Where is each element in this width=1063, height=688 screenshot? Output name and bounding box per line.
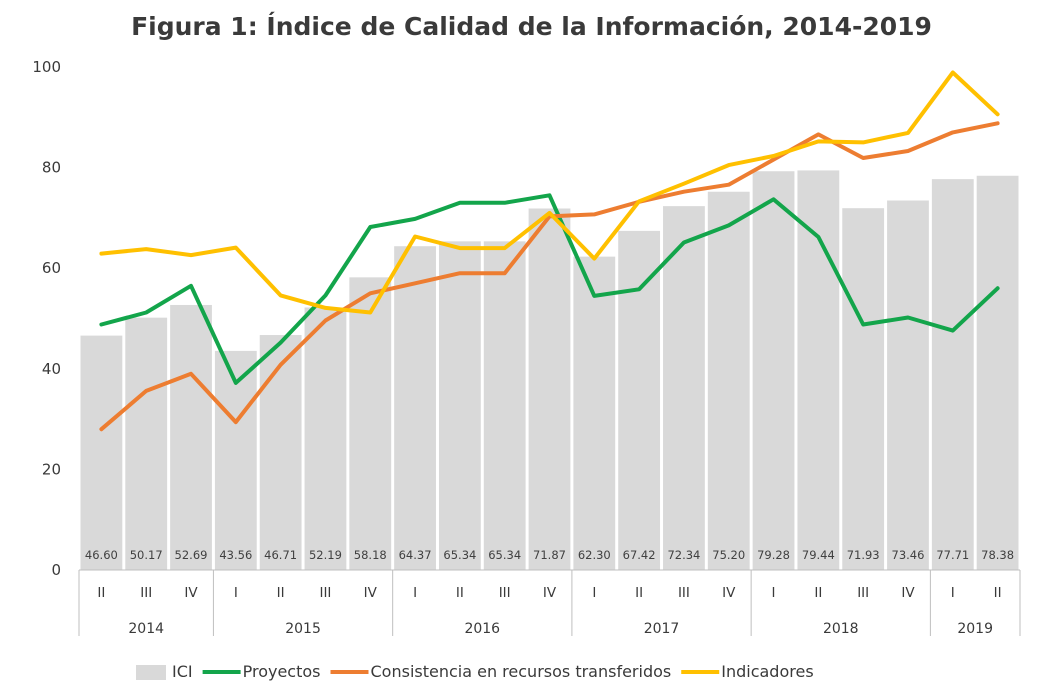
bar-ici-5 [304, 307, 347, 570]
bar-ici-3 [214, 350, 257, 570]
x-tick-18: IV [901, 585, 915, 601]
bar-ici-17 [842, 208, 885, 571]
bar-label-14: 75.20 [712, 548, 745, 562]
legend-label-1: Proyectos [243, 662, 321, 681]
y-tick-4: 80 [42, 159, 61, 177]
x-tick-3: I [234, 585, 238, 601]
x-tick-13: III [678, 585, 690, 601]
year-label-1: 2015 [285, 621, 321, 637]
x-tick-11: I [592, 585, 596, 601]
x-tick-5: III [319, 585, 331, 601]
bar-ici-11 [573, 256, 616, 570]
legend-label-3: Indicadores [721, 662, 813, 681]
bar-label-4: 46.71 [264, 548, 297, 562]
bar-ici-8 [438, 241, 481, 571]
year-label-2: 2016 [464, 621, 500, 637]
bar-label-6: 58.18 [354, 548, 387, 562]
x-tick-0: II [97, 585, 105, 601]
y-tick-3: 60 [42, 259, 61, 277]
x-tick-7: I [413, 585, 417, 601]
y-tick-1: 20 [42, 460, 61, 478]
chart-title: Figura 1: Índice de Calidad de la Inform… [131, 12, 932, 41]
x-tick-19: I [951, 585, 955, 601]
bar-label-15: 79.28 [757, 548, 790, 562]
bar-ici-10 [528, 208, 571, 570]
y-tick-5: 100 [32, 58, 61, 76]
bar-label-12: 67.42 [623, 548, 656, 562]
bar-label-20: 78.38 [981, 548, 1014, 562]
bar-ici-7 [394, 246, 436, 570]
bar-label-19: 77.71 [936, 548, 969, 562]
x-tick-10: IV [543, 585, 557, 601]
bar-label-7: 64.37 [399, 548, 432, 562]
legend-label-0: ICI [172, 662, 193, 681]
bar-label-9: 65.34 [488, 548, 521, 562]
lines-layer [99, 70, 1000, 432]
bar-ici-9 [483, 241, 526, 571]
y-tick-2: 40 [42, 360, 61, 378]
bar-ici-13 [663, 206, 705, 570]
bar-label-10: 71.87 [533, 548, 566, 562]
bar-ici-2 [170, 304, 212, 570]
x-tick-4: II [277, 585, 285, 601]
legend-label-2: Consistencia en recursos transferidos [371, 662, 672, 681]
x-tick-16: II [814, 585, 822, 601]
bar-label-5: 52.19 [309, 548, 342, 562]
bar-label-16: 79.44 [802, 548, 835, 562]
bar-ici-16 [797, 170, 840, 570]
series-line-0 [99, 193, 1000, 385]
x-tick-17: III [857, 585, 869, 601]
bar-label-3: 43.56 [219, 548, 252, 562]
x-tick-14: IV [722, 585, 736, 601]
bar-label-13: 72.34 [667, 548, 700, 562]
bar-ici-1 [125, 317, 168, 570]
bar-label-0: 46.60 [85, 548, 118, 562]
series-line-1 [99, 121, 1000, 432]
bar-label-18: 73.46 [892, 548, 925, 562]
x-tick-8: II [456, 585, 464, 601]
bar-label-11: 62.30 [578, 548, 611, 562]
bar-ici-20 [976, 175, 1019, 570]
x-axis: II III IV I II III IV I II III IV I II III IV I II III IV I… [78, 569, 1021, 637]
bar-ici-14 [707, 191, 750, 570]
year-label-5: 2019 [957, 621, 993, 637]
x-tick-20: II [994, 585, 1002, 601]
x-tick-12: II [635, 585, 643, 601]
year-label-4: 2018 [823, 621, 859, 637]
legend: ICI Proyectos Consistencia en recursos tra… [136, 662, 814, 681]
legend-swatch-ici [136, 665, 166, 680]
y-axis: 0 20 40 60 80 100 [32, 58, 61, 579]
bar-label-1: 50.17 [130, 548, 163, 562]
bar-label-2: 52.69 [175, 548, 208, 562]
x-tick-9: III [499, 585, 511, 601]
year-label-0: 2014 [128, 621, 164, 637]
x-tick-15: I [772, 585, 776, 601]
bar-ici-0 [80, 335, 123, 570]
bar-ici-6 [349, 277, 392, 570]
year-label-3: 2017 [644, 621, 680, 637]
series-line-2 [99, 70, 1000, 315]
bar-label-8: 65.34 [443, 548, 476, 562]
bar-label-17: 71.93 [847, 548, 880, 562]
bar-ici-18 [887, 200, 929, 570]
bar-ici-12 [618, 230, 661, 571]
x-tick-6: IV [364, 585, 378, 601]
x-tick-1: III [140, 585, 152, 601]
bar-ici-19 [931, 179, 974, 570]
bar-ici-15 [752, 171, 795, 570]
y-tick-0: 0 [51, 561, 61, 579]
bar-ici-4 [259, 335, 302, 570]
bars-layer: 46.60 50.17 52.69 43.56 46.71 52.19 58.18 64.37… [80, 170, 1019, 571]
x-tick-2: IV [184, 585, 198, 601]
